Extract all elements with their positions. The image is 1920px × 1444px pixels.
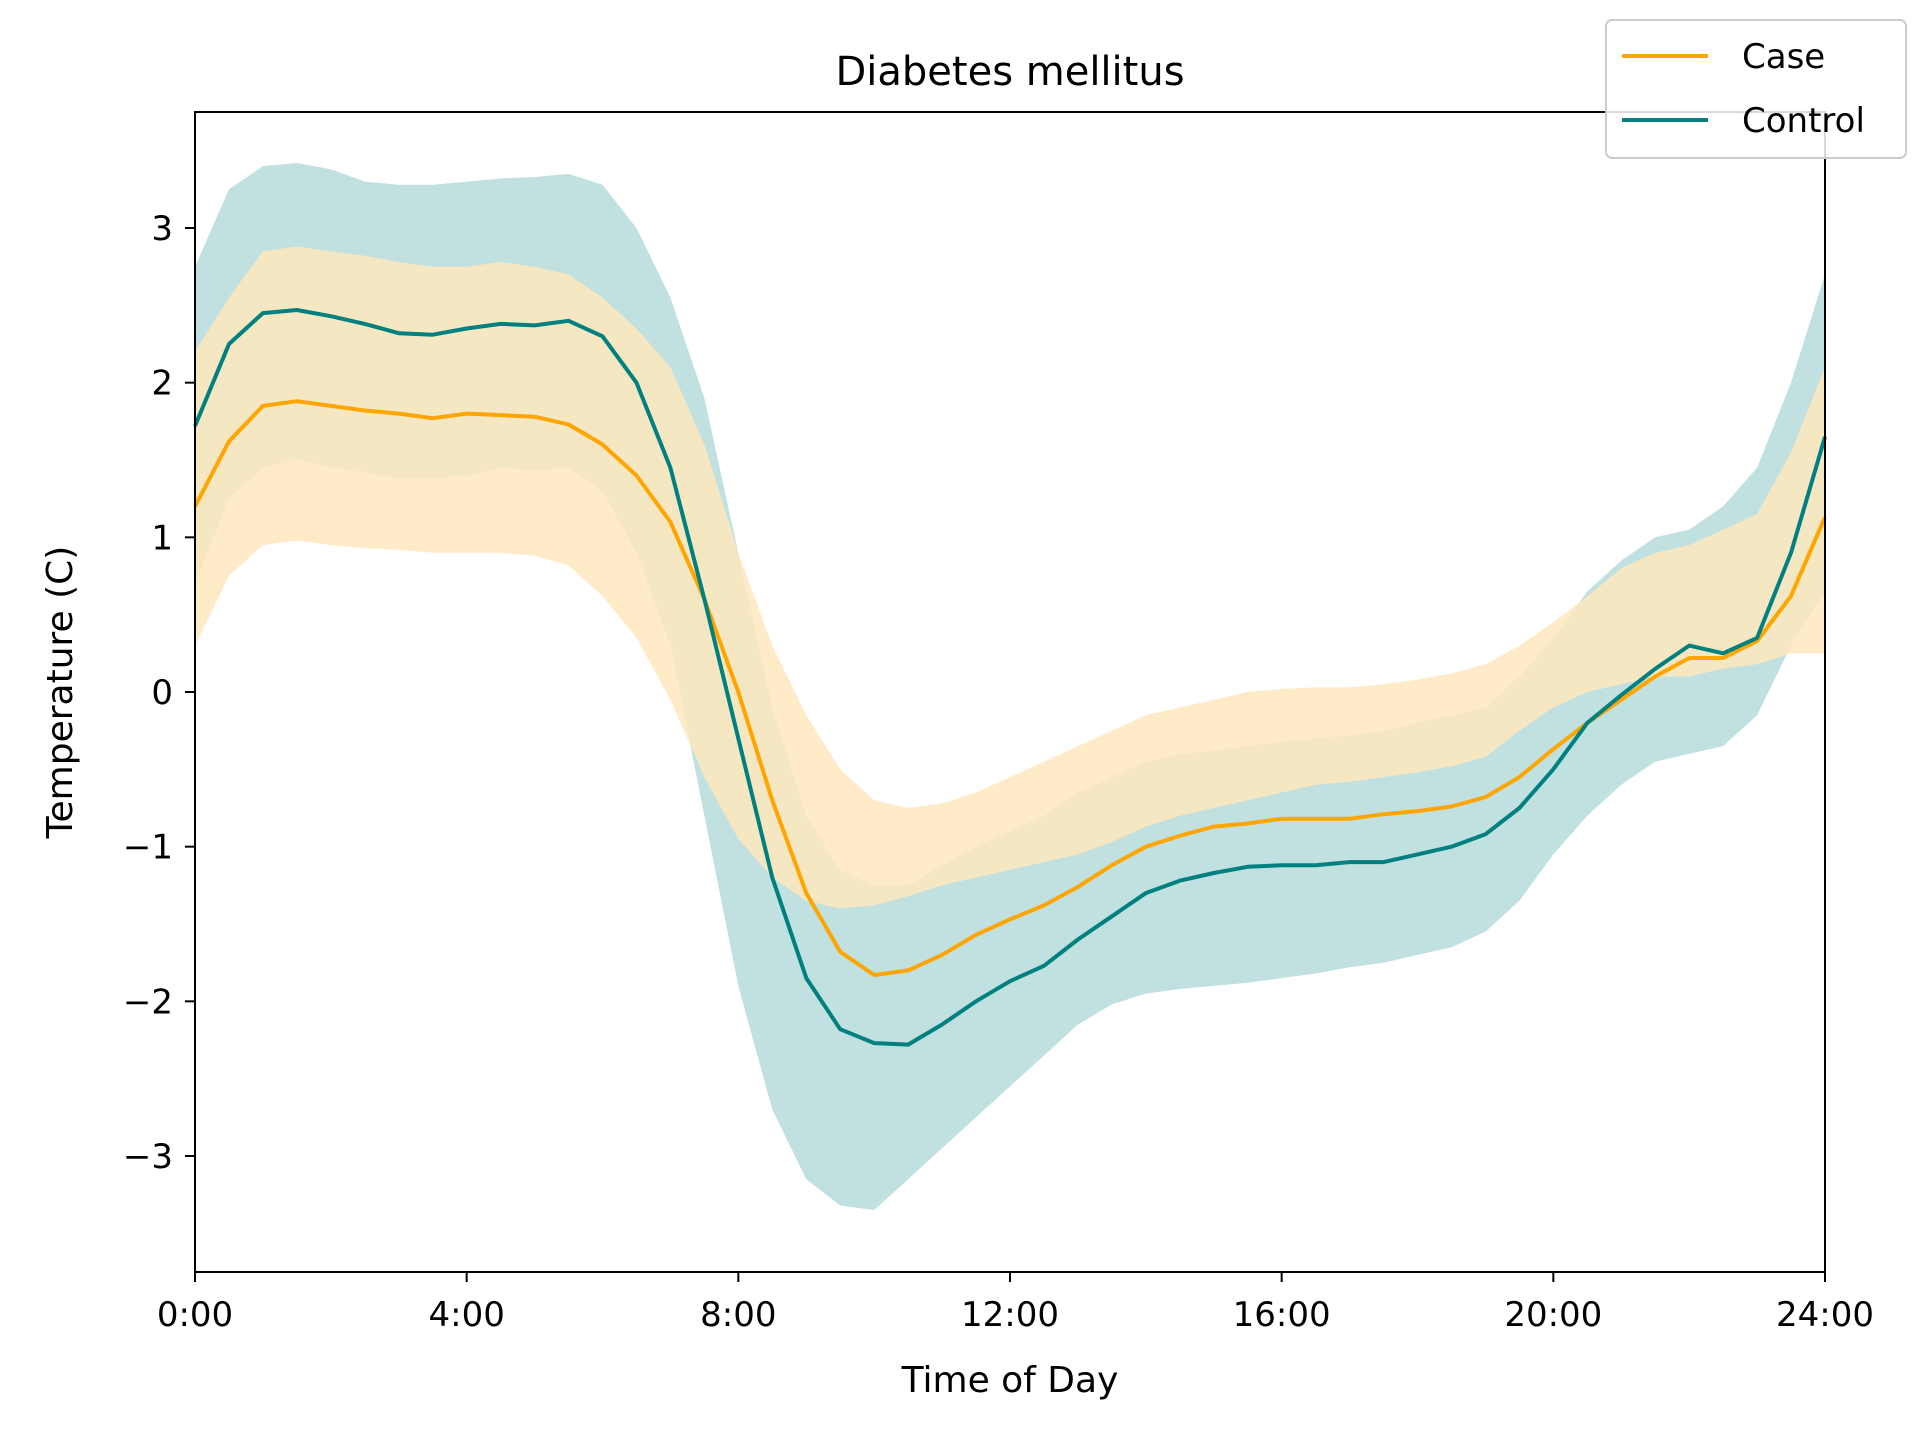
line-control (193, 308, 1827, 1047)
series-lines (193, 308, 1827, 1047)
x-tick-label: 0:00 (157, 1295, 233, 1335)
x-axis-label: Time of Day (901, 1360, 1119, 1401)
x-tick-label: 16:00 (1233, 1295, 1331, 1335)
x-tick-label: 20:00 (1504, 1295, 1602, 1335)
y-tick-label: 2 (151, 364, 173, 404)
legend-label-control: Control (1742, 101, 1865, 141)
x-tick-label: 8:00 (700, 1295, 776, 1335)
x-tick-label: 12:00 (961, 1295, 1059, 1335)
band-case (195, 246, 1825, 909)
x-tick-label: 4:00 (428, 1295, 504, 1335)
x-tick-label: 24:00 (1776, 1295, 1874, 1335)
legend-items: Case Control (1622, 37, 1865, 141)
line-case (193, 399, 1827, 977)
y-tick-label: −1 (123, 828, 173, 868)
confidence-bands (195, 163, 1825, 1211)
legend-label-case: Case (1742, 37, 1825, 77)
chart-title: Diabetes mellitus (835, 49, 1184, 95)
y-tick-label: 1 (151, 518, 173, 558)
legend: Case Control (1605, 19, 1907, 159)
y-tick-label: 0 (151, 673, 173, 713)
y-tick-label: −2 (123, 982, 173, 1022)
axis-ticks: 0:00 4:00 8:00 12:00 16:00 20:00 24:00 3 2 1 0 −1 −2… (123, 209, 1874, 1335)
y-tick-label: −3 (123, 1137, 173, 1177)
y-tick-label: 3 (151, 209, 173, 249)
y-axis-label: Temperature (C) (40, 546, 81, 840)
